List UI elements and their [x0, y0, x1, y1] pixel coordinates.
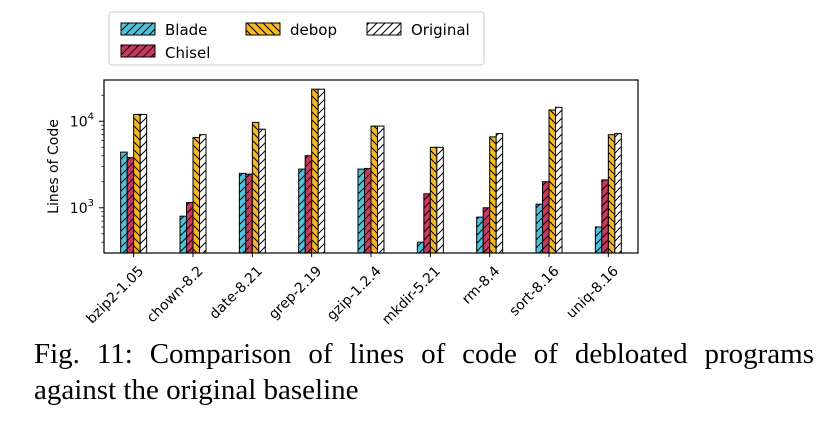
legend-label: Original [411, 21, 470, 39]
bar-debop-grep-2.19 [311, 88, 319, 254]
plot-area [120, 88, 622, 254]
bar-debop-sort-8.16 [548, 109, 556, 254]
bar-chart: Blade Chisel debop Original bzip2-1.05chown… [46, 11, 639, 328]
legend-item-blade: Blade [120, 21, 207, 39]
x-tick-label: rm-8.4 [459, 263, 503, 307]
bar-original-rm-8.4 [495, 133, 504, 254]
x-tick-label: date-8.21 [207, 263, 266, 322]
bar-blade-mkdir-5.21 [416, 241, 425, 254]
bar-blade-uniq-8.16 [594, 226, 603, 254]
bar-chisel-rm-8.4 [482, 207, 491, 254]
bar-original-grep-2.19 [317, 88, 326, 254]
legend-swatch [120, 22, 156, 36]
bar-blade-grep-2.19 [298, 168, 306, 254]
bar-chisel-chown-8.2 [186, 202, 194, 254]
x-tick-label: sort-8.16 [507, 263, 563, 319]
x-tick-label: grep-2.19 [266, 263, 325, 322]
legend-label: debop [290, 21, 337, 39]
legend-item-original: Original [366, 21, 470, 39]
y-axis-label: Lines of Code [46, 119, 62, 214]
bar-original-bzip2-1.05 [139, 113, 148, 254]
bar-chisel-date-8.21 [245, 173, 253, 254]
bar-original-uniq-8.16 [614, 133, 622, 254]
legend-label: Blade [165, 21, 207, 39]
bar-blade-gzip-1.2.4 [357, 168, 365, 254]
figure-caption: Fig. 11: Comparison of lines of code of … [34, 338, 814, 406]
bar-blade-date-8.21 [238, 172, 247, 254]
bar-original-sort-8.16 [555, 106, 563, 254]
bar-debop-chown-8.2 [192, 136, 200, 254]
bar-chisel-grep-2.19 [304, 155, 313, 254]
legend: Blade Chisel debop Original [108, 11, 485, 66]
bar-blade-sort-8.16 [535, 203, 543, 254]
bar-chisel-mkdir-5.21 [423, 193, 431, 254]
bar-debop-gzip-1.2.4 [370, 125, 378, 254]
bar-chisel-gzip-1.2.4 [364, 167, 372, 254]
legend-item-debop: debop [245, 21, 337, 39]
bar-original-gzip-1.2.4 [377, 125, 385, 254]
y-tick-label: 103 [70, 198, 94, 217]
x-tick-label: uniq-8.16 [563, 263, 622, 322]
x-tick-label: mkdir-5.21 [379, 263, 444, 328]
y-tick-label: 104 [70, 111, 94, 130]
bar-debop-mkdir-5.21 [429, 146, 438, 254]
x-tick-label: gzip-1.2.4 [324, 263, 385, 324]
bar-chisel-bzip2-1.05 [126, 157, 135, 254]
bar-debop-bzip2-1.05 [133, 113, 141, 254]
bar-original-date-8.21 [258, 128, 266, 254]
bar-debop-uniq-8.16 [607, 134, 616, 254]
bar-chisel-uniq-8.16 [601, 179, 609, 254]
bar-original-chown-8.2 [199, 134, 207, 254]
legend-item-chisel: Chisel [120, 44, 210, 62]
bar-debop-date-8.21 [251, 121, 260, 254]
bar-chisel-sort-8.16 [542, 181, 550, 254]
bar-blade-rm-8.4 [476, 216, 484, 254]
legend-swatch [245, 22, 281, 36]
legend-swatch [366, 22, 402, 36]
bar-original-mkdir-5.21 [436, 146, 444, 254]
bar-blade-bzip2-1.05 [120, 151, 128, 254]
bar-blade-chown-8.2 [179, 215, 187, 254]
legend-swatch [120, 44, 156, 58]
bar-debop-rm-8.4 [489, 136, 497, 254]
x-tick-label: chown-8.2 [144, 263, 207, 326]
x-tick-label: bzip2-1.05 [84, 263, 148, 327]
legend-label: Chisel [165, 44, 210, 62]
